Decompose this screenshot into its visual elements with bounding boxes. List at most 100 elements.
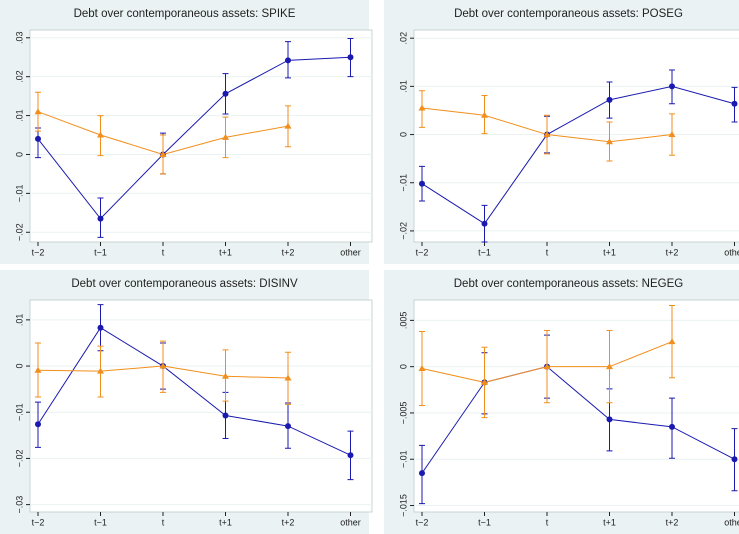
panel-title: Debt over contemporaneous assets: POSEG	[454, 8, 683, 20]
x-tick-label: t	[546, 517, 549, 527]
plot-area	[413, 299, 739, 513]
y-tick-label: −.02	[398, 222, 408, 240]
marker	[285, 423, 291, 430]
marker	[97, 215, 104, 222]
marker	[284, 122, 292, 129]
x-tick-label: t+2	[666, 517, 679, 527]
x-tick-label: t+1	[603, 517, 616, 527]
marker	[543, 131, 551, 138]
panel-title: Debt over contemporaneous assets: SPIKE	[74, 8, 296, 20]
x-tick-label: other	[340, 247, 361, 257]
panel-title: Debt over contemporaneous assets: DISINV	[71, 278, 298, 290]
y-tick-label: −.01	[398, 450, 408, 468]
marker	[731, 100, 738, 107]
marker	[606, 96, 613, 103]
y-tick-label: .02	[398, 32, 408, 45]
panel: Debt over contemporaneous assets: POSEG −…	[384, 0, 739, 264]
y-tick-label: .005	[398, 312, 408, 330]
y-tick-label: −.02	[14, 223, 24, 241]
marker	[285, 57, 291, 64]
marker	[159, 150, 167, 157]
x-tick-label: t−1	[478, 517, 491, 527]
marker	[222, 372, 229, 379]
marker	[34, 366, 42, 373]
x-tick-label: other	[340, 517, 361, 527]
x-tick-label: t−1	[478, 247, 491, 257]
y-tick-label: −.01	[14, 184, 24, 202]
series-line	[37, 56, 351, 220]
panel-title: Debt over contemporaneous assets: NEGEG	[454, 278, 684, 290]
y-tick-label: −.015	[398, 494, 408, 517]
y-tick-label: .01	[14, 109, 24, 122]
panel: Debt over contemporaneous assets: NEGEG −…	[384, 270, 739, 534]
x-tick-label: t−2	[32, 247, 45, 257]
marker	[347, 452, 354, 459]
marker	[668, 131, 676, 138]
y-tick-label: −.01	[14, 403, 24, 421]
marker	[35, 135, 41, 142]
marker	[34, 108, 42, 115]
marker	[481, 111, 488, 118]
plot-area	[413, 29, 739, 243]
marker	[97, 131, 104, 138]
x-tick-label: t−2	[32, 517, 45, 527]
y-tick-label: 0	[398, 364, 408, 369]
x-tick-label: t−1	[94, 517, 107, 527]
marker	[481, 220, 488, 227]
y-tick-label: −.005	[398, 402, 408, 425]
marker	[222, 412, 229, 419]
x-tick-label: t+2	[666, 247, 679, 257]
y-tick-label: .02	[14, 70, 24, 83]
y-tick-label: 0	[14, 152, 24, 157]
marker	[284, 374, 292, 381]
panel: Debt over contemporaneous assets: DISINV…	[0, 270, 373, 534]
marker	[159, 362, 167, 369]
x-tick-label: t+2	[282, 517, 295, 527]
x-tick-label: t+1	[603, 247, 616, 257]
series-line	[421, 366, 735, 474]
marker	[606, 416, 613, 423]
plot-area	[29, 29, 373, 243]
marker	[418, 104, 426, 111]
series-line	[421, 85, 735, 225]
y-tick-label: 0	[14, 364, 24, 369]
y-tick-label: −.01	[398, 174, 408, 192]
x-tick-label: t+2	[282, 247, 295, 257]
x-tick-label: t−2	[416, 247, 429, 257]
marker	[97, 367, 104, 374]
y-tick-label: −.03	[14, 496, 24, 514]
marker	[669, 423, 675, 430]
y-tick-label: .03	[14, 32, 24, 45]
marker	[419, 470, 425, 477]
x-tick-label: t	[162, 517, 165, 527]
marker	[731, 456, 738, 463]
marker	[222, 133, 229, 140]
y-tick-label: .01	[398, 80, 408, 93]
plot-area	[29, 299, 373, 513]
y-tick-label: −.02	[14, 450, 24, 468]
marker	[481, 378, 488, 385]
marker	[347, 54, 354, 61]
x-tick-label: t−2	[416, 517, 429, 527]
marker	[97, 324, 104, 331]
marker	[606, 138, 613, 145]
marker	[668, 338, 676, 345]
series-line	[37, 327, 351, 456]
marker	[418, 365, 426, 372]
x-tick-label: other	[724, 517, 739, 527]
x-tick-label: other	[724, 247, 739, 257]
x-tick-label: t−1	[94, 247, 107, 257]
marker	[669, 83, 675, 90]
marker	[606, 363, 613, 370]
x-tick-label: t+1	[219, 247, 232, 257]
marker	[419, 180, 425, 187]
x-tick-label: t	[546, 247, 549, 257]
marker	[35, 421, 41, 428]
marker	[222, 90, 229, 97]
panel: Debt over contemporaneous assets: SPIKE −…	[0, 0, 373, 264]
x-tick-label: t+1	[219, 517, 232, 527]
marker	[543, 363, 551, 370]
y-tick-label: 0	[398, 132, 408, 137]
